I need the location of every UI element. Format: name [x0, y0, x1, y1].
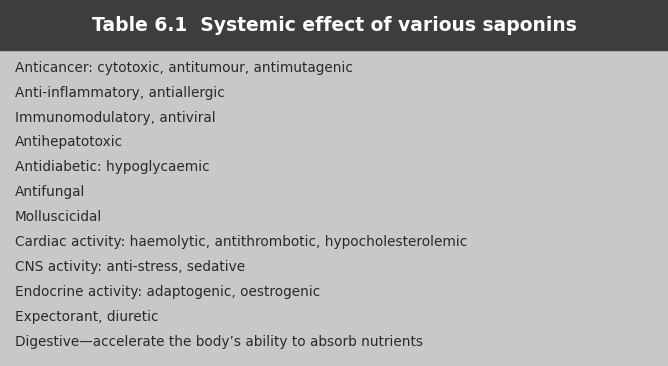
Text: Antihepatotoxic: Antihepatotoxic: [15, 135, 123, 149]
Bar: [0, 0, 668, 51]
Text: Anti-inflammatory, antiallergic: Anti-inflammatory, antiallergic: [15, 86, 224, 100]
Text: Table 6.1  Systemic effect of various saponins: Table 6.1 Systemic effect of various sap…: [92, 16, 576, 35]
Text: Endocrine activity: adaptogenic, oestrogenic: Endocrine activity: adaptogenic, oestrog…: [15, 285, 320, 299]
Text: Anticancer: cytotoxic, antitumour, antimutagenic: Anticancer: cytotoxic, antitumour, antim…: [15, 61, 353, 75]
Text: CNS activity: anti-stress, sedative: CNS activity: anti-stress, sedative: [15, 260, 244, 274]
Text: Immunomodulatory, antiviral: Immunomodulatory, antiviral: [15, 111, 215, 124]
Text: Digestive—accelerate the body’s ability to absorb nutrients: Digestive—accelerate the body’s ability …: [15, 335, 423, 348]
Text: Cardiac activity: haemolytic, antithrombotic, hypocholesterolemic: Cardiac activity: haemolytic, antithromb…: [15, 235, 467, 249]
Text: Antifungal: Antifungal: [15, 185, 85, 199]
Text: Expectorant, diuretic: Expectorant, diuretic: [15, 310, 158, 324]
Text: Antidiabetic: hypoglycaemic: Antidiabetic: hypoglycaemic: [15, 160, 209, 174]
Text: Molluscicidal: Molluscicidal: [15, 210, 102, 224]
